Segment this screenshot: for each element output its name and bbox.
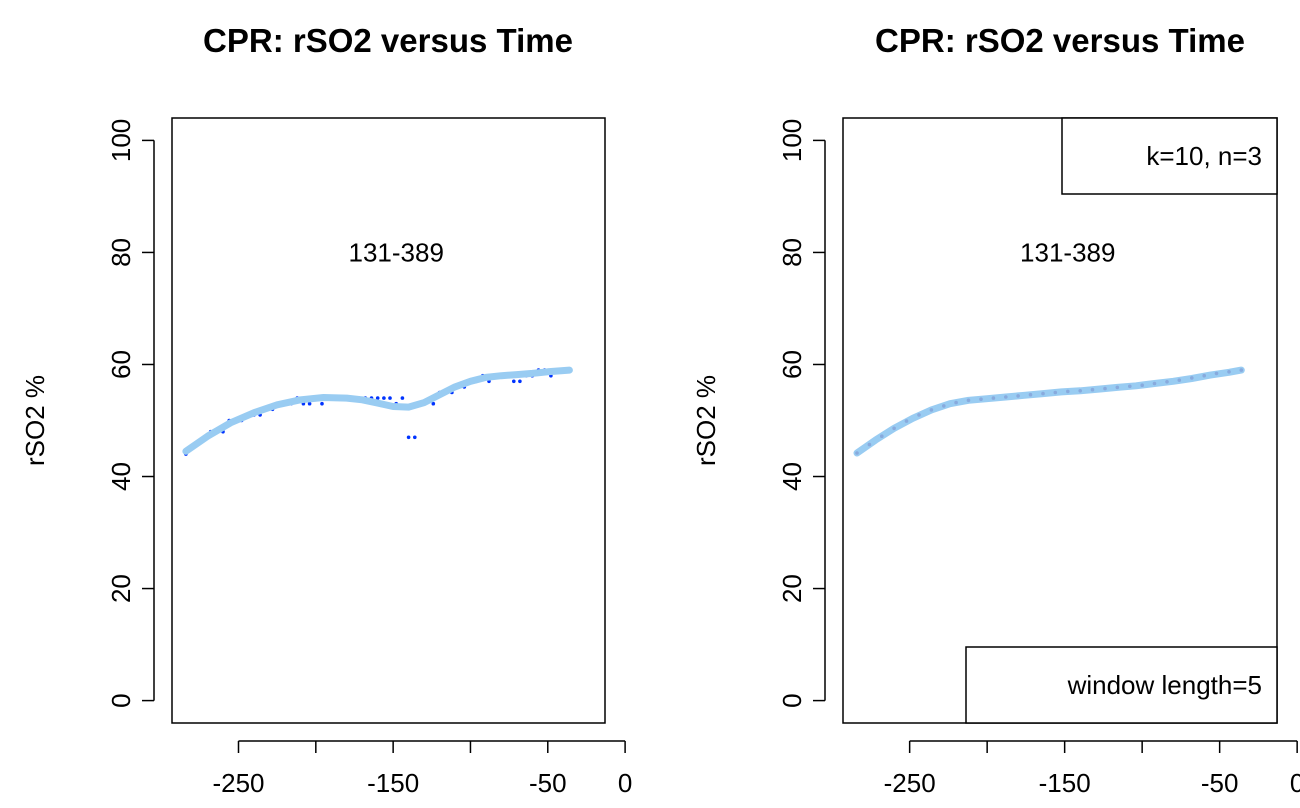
chart-0-y-tick-label: 60	[106, 350, 136, 379]
chart-1-x-tick-label: -50	[1201, 768, 1239, 798]
chart-1-y-tick-label: 40	[777, 462, 807, 491]
chart-1-x-tick-label: -150	[1039, 768, 1091, 798]
chart-1-legend-box-bottom-right	[965, 646, 1278, 724]
chart-0-data-point	[307, 401, 312, 406]
chart-1-data-point	[1016, 394, 1020, 398]
chart-0-data-point	[413, 435, 417, 440]
chart-1-data-point	[1028, 392, 1033, 397]
chart-0-title: CPR: rSO2 versus Time	[203, 22, 573, 59]
chart-1-data-point	[979, 397, 983, 402]
chart-1-y-tick-label: 60	[777, 350, 807, 379]
chart-0-x-tick-label: -250	[212, 768, 264, 798]
chart-0-data-point	[518, 379, 522, 384]
chart-0-plot-frame	[171, 117, 606, 724]
chart-0-y-tick-label: 80	[106, 238, 136, 267]
chart-1-smooth-curve	[853, 366, 1245, 457]
chart-1-x-tick-label: 0	[1290, 768, 1300, 798]
chart-0-data-point	[512, 379, 516, 384]
chart-1-data-point	[1190, 376, 1194, 380]
chart-1-data-point	[942, 404, 946, 408]
chart-0-data-point	[400, 396, 405, 400]
chart-1-data-point	[1004, 395, 1008, 399]
chart-1-y-tick-label: 20	[777, 574, 807, 603]
chart-1-data-point	[1239, 368, 1244, 372]
chart-1-data-point	[917, 413, 921, 417]
chart-0-x-tick-label: -150	[367, 768, 419, 798]
chart-1-legend-text-top-right: k=10, n=3	[1146, 141, 1262, 171]
chart-1-data-point	[867, 442, 872, 447]
chart-1-data-point	[1066, 389, 1070, 394]
chart-0-data-point	[382, 396, 386, 400]
chart-1-y-tick-label: 80	[777, 238, 807, 267]
chart-1-data-point	[954, 400, 958, 405]
chart-0-data-point	[320, 401, 324, 406]
chart-1-data-point	[1177, 378, 1182, 383]
chart-1-y-axis-title: rSO2 %	[691, 375, 721, 466]
chart-0-data-point	[431, 401, 436, 406]
left-plot-panel: CPR: rSO2 versus Time -250 -150 -50 0 0 20 40 60…	[20, 22, 632, 798]
chart-1-data-point	[1165, 380, 1169, 384]
chart-1-data-point	[929, 408, 934, 412]
chart-0-data-point	[406, 435, 411, 440]
chart-0-y-axis-title: rSO2 %	[20, 375, 50, 466]
chart-1-data-point	[892, 426, 896, 431]
chart-1-y-tick-label: 100	[777, 119, 807, 162]
chart-1-data-point	[904, 419, 909, 423]
right-plot-panel: CPR: rSO2 versus Time -250 -150 -50 0 0 20 40 60…	[691, 22, 1300, 798]
chart-1-data-point	[1202, 373, 1206, 378]
chart-0-smooth-curve	[182, 366, 573, 455]
chart-1-legend-box-top-right	[1061, 117, 1278, 195]
chart-0-y-tick-label: 40	[106, 462, 136, 491]
chart-1-data-point	[1140, 383, 1144, 388]
chart-1-data-point	[1115, 385, 1120, 390]
chart-1-data-point	[1041, 391, 1045, 396]
chart-1-data-point	[1128, 384, 1132, 389]
chart-1-data-point	[966, 398, 971, 403]
chart-1-y-tick-label: 0	[777, 693, 807, 707]
chart-1-title: CPR: rSO2 versus Time	[875, 22, 1245, 59]
chart-1-data-point	[1090, 387, 1095, 392]
chart-0-data-point	[388, 396, 392, 400]
chart-1-data-point	[991, 396, 996, 400]
chart-1-data-point	[880, 434, 884, 439]
chart-1-data-point	[1103, 386, 1107, 391]
chart-0-y-tick-label: 20	[106, 574, 136, 603]
chart-1-data-point	[1053, 390, 1058, 395]
chart-1-data-point	[1227, 370, 1231, 374]
chart-0-annotation: 131-389	[349, 237, 444, 267]
chart-0-y-tick-label: 0	[106, 693, 136, 707]
chart-0-y-tick-label: 100	[106, 119, 136, 162]
chart-0-x-tick-label: -50	[529, 768, 567, 798]
chart-1-x-tick-label: -250	[884, 768, 936, 798]
chart-1-annotation: 131-389	[1020, 237, 1115, 267]
chart-0-data-point	[375, 396, 380, 400]
chart-1-data-point	[1152, 381, 1157, 386]
chart-1-data-point	[1078, 389, 1082, 393]
chart-1-data-point	[855, 451, 859, 455]
chart-1-data-point	[1214, 371, 1219, 376]
chart-1-legend-text-bottom-right: window length=5	[1067, 670, 1262, 700]
chart-0-x-tick-label: 0	[618, 768, 632, 798]
